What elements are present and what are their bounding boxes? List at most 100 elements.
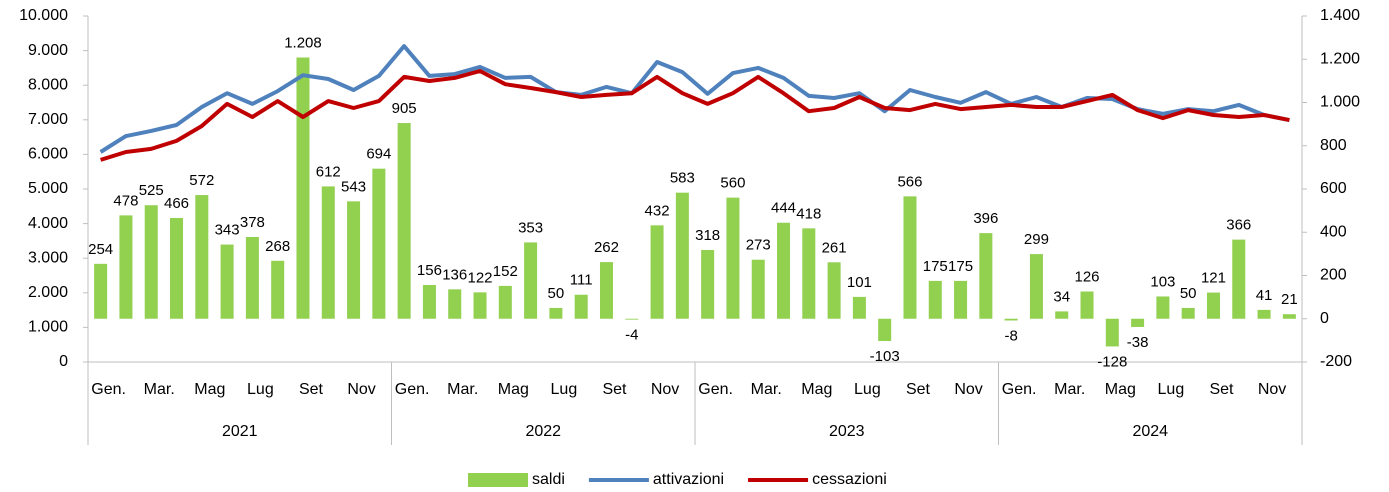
x-tick-label: Mag xyxy=(1105,381,1136,398)
data-label: 572 xyxy=(189,172,214,189)
data-label: 156 xyxy=(417,262,442,279)
x-tick-label: Gen. xyxy=(91,381,126,398)
bar xyxy=(625,318,639,320)
x-tick-label: Gen. xyxy=(395,381,430,398)
bar xyxy=(321,186,335,319)
data-label: 101 xyxy=(847,274,872,291)
data-label: 111 xyxy=(570,272,593,289)
bar xyxy=(675,192,689,319)
y-tick-label: 6.000 xyxy=(28,146,68,163)
x-tick-label: Lug xyxy=(1158,381,1185,398)
data-label: 466 xyxy=(164,195,189,212)
legend-swatch xyxy=(468,473,528,487)
data-label: 254 xyxy=(88,241,113,258)
y-tick-label: 7.000 xyxy=(28,111,68,128)
data-label: 318 xyxy=(695,227,720,244)
bar xyxy=(473,292,487,319)
data-label: 136 xyxy=(442,266,467,283)
data-label: 122 xyxy=(468,269,493,286)
bar xyxy=(777,222,791,319)
data-label: 41 xyxy=(1256,287,1273,304)
y2-tick-label: -200 xyxy=(1320,353,1352,370)
bar xyxy=(1080,291,1094,319)
bar xyxy=(726,197,740,319)
x-tick-label: Lug xyxy=(247,381,274,398)
y2-tick-label: 1.200 xyxy=(1320,50,1360,67)
data-label: 478 xyxy=(113,192,138,209)
bar xyxy=(1105,318,1119,347)
bar xyxy=(397,123,411,319)
y2-tick-label: 400 xyxy=(1320,223,1347,240)
y2-tick-label: 1.400 xyxy=(1320,7,1360,24)
bar xyxy=(1156,296,1170,319)
data-label: 905 xyxy=(392,100,417,117)
bar xyxy=(1232,239,1246,319)
data-label: 34 xyxy=(1053,288,1070,305)
y2-tick-label: 200 xyxy=(1320,267,1347,284)
data-label: 543 xyxy=(341,178,366,195)
x-tick-label: Nov xyxy=(1258,381,1286,398)
legend-label: attivazioni xyxy=(653,471,724,488)
group-label: 2023 xyxy=(829,423,865,440)
data-label: 378 xyxy=(240,214,265,231)
data-label: -38 xyxy=(1127,334,1149,351)
bar xyxy=(1131,318,1145,327)
bar xyxy=(954,280,968,319)
y-tick-label: 4.000 xyxy=(28,215,68,232)
x-tick-label: Nov xyxy=(954,381,982,398)
bar xyxy=(852,296,866,319)
bar xyxy=(903,196,917,319)
x-tick-label: Set xyxy=(602,381,627,398)
bar xyxy=(1257,309,1271,319)
data-label: 525 xyxy=(139,182,164,199)
line-series xyxy=(100,69,1290,162)
y-tick-label: 3.000 xyxy=(28,249,68,266)
x-tick-label: Gen. xyxy=(698,381,733,398)
bar xyxy=(802,228,816,319)
bar xyxy=(599,262,613,319)
x-tick-label: Mar. xyxy=(1054,381,1085,398)
x-tick-label: Mag xyxy=(801,381,832,398)
data-label: 366 xyxy=(1226,217,1251,234)
bar xyxy=(271,260,285,319)
y-tick-label: 5.000 xyxy=(28,180,68,197)
data-label: -4 xyxy=(625,327,638,344)
bar xyxy=(1029,254,1043,319)
x-tick-label: Mag xyxy=(194,381,225,398)
y2-tick-label: 800 xyxy=(1320,137,1347,154)
x-tick-label: Nov xyxy=(651,381,679,398)
legend-label: saldi xyxy=(532,471,565,488)
data-label: 175 xyxy=(923,258,948,275)
data-label: -8 xyxy=(1004,327,1017,344)
bar xyxy=(1282,314,1296,319)
data-label: 444 xyxy=(771,200,796,217)
bar xyxy=(1004,318,1018,321)
y-tick-label: 1.000 xyxy=(28,319,68,336)
data-label: 560 xyxy=(720,175,745,192)
data-label: 121 xyxy=(1201,270,1226,287)
group-label: 2021 xyxy=(222,423,258,440)
bar xyxy=(347,201,361,319)
bar xyxy=(448,289,462,319)
data-label: 1.208 xyxy=(284,34,322,51)
bar xyxy=(1206,292,1220,319)
bar xyxy=(170,217,184,319)
data-label: 353 xyxy=(518,219,543,236)
data-label: 694 xyxy=(366,146,391,163)
bar xyxy=(372,168,386,319)
bar xyxy=(827,262,841,319)
bar xyxy=(524,242,538,319)
bar xyxy=(119,215,133,319)
data-label: 612 xyxy=(316,163,341,180)
data-label: 175 xyxy=(948,258,973,275)
bar xyxy=(498,285,512,319)
y2-tick-label: 1.000 xyxy=(1320,94,1360,111)
group-label: 2022 xyxy=(525,423,561,440)
data-label: 432 xyxy=(645,202,670,219)
bar xyxy=(1055,311,1069,319)
x-tick-label: Mar. xyxy=(751,381,782,398)
bar xyxy=(296,57,310,319)
bar xyxy=(220,244,234,319)
bar xyxy=(878,318,892,342)
